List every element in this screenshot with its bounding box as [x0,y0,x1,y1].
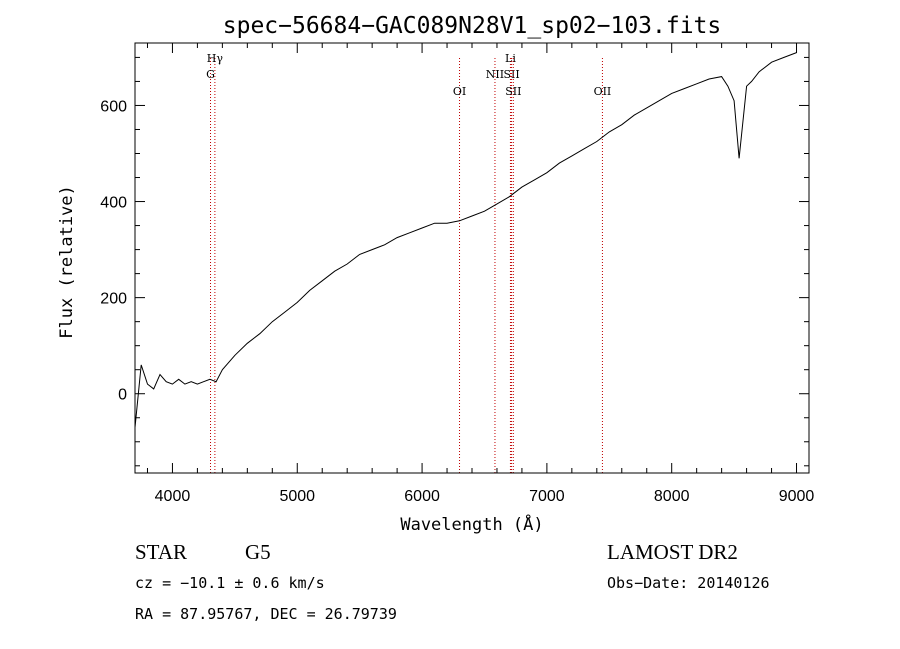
y-tick-label: 0 [118,387,127,404]
spectral-line-label: SII [503,68,519,81]
y-tick-label: 400 [100,195,127,212]
x-tick-label: 5000 [279,488,315,505]
x-tick-label: 4000 [155,488,191,505]
spectral-line-label: OII [594,85,612,98]
spectral-line-label: NII [486,68,504,81]
survey-name: LAMOST DR2 [607,540,738,564]
spectral-line-label: G [206,68,215,81]
x-tick-label: 9000 [779,488,815,505]
redshift-value: cz = −10.1 ± 0.6 km/s [135,574,325,592]
y-tick-label: 600 [100,98,127,115]
spectral-line-label: SII [505,85,521,98]
chart-title: spec−56684−GAC089N28V1_sp02−103.fits [223,13,722,39]
spectral-line-label: Hγ [207,52,224,65]
x-tick-label: 7000 [529,488,565,505]
spectrum-line [134,52,797,428]
x-axis: 4000 5000 6000 7000 8000 9000 [146,43,815,505]
coordinates: RA = 87.95767, DEC = 26.79739 [135,605,397,623]
x-tick-label: 8000 [654,488,690,505]
y-axis: 0 200 400 600 [100,56,809,467]
object-class: STAR [135,540,187,564]
y-tick-label: 200 [100,291,127,308]
y-axis-label: Flux (relative) [57,185,77,339]
plot-frame [134,42,810,474]
x-tick-label: 6000 [404,488,440,505]
x-axis-label: Wavelength (Å) [400,513,543,535]
observation-date: Obs−Date: 20140126 [607,574,770,592]
spectral-line-label: Li [505,52,516,65]
object-subclass: G5 [245,540,271,564]
spectral-line-label: OI [453,85,466,98]
